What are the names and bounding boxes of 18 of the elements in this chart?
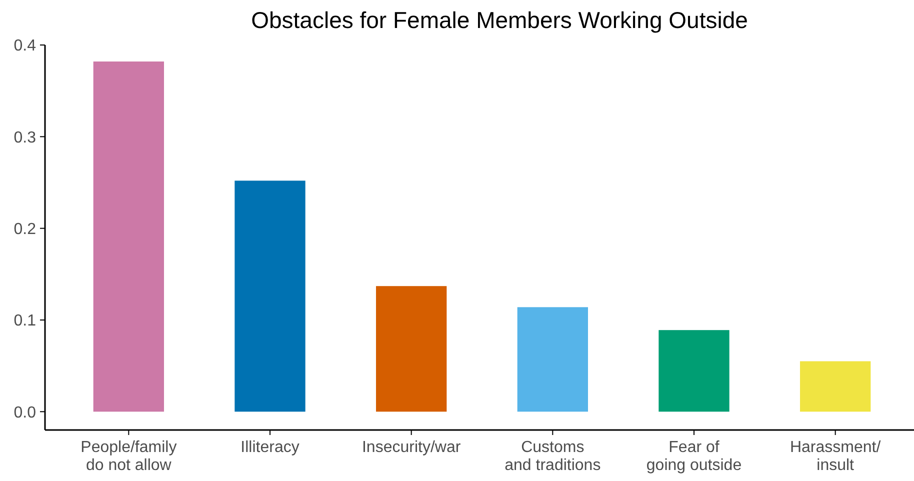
bar xyxy=(658,330,730,412)
x-tick-label: Illiteracy xyxy=(240,439,300,456)
y-tick-label: 0.1 xyxy=(14,312,36,330)
x-tick-label: Insecurity/war xyxy=(362,439,462,456)
x-tick-label: Customs and traditions xyxy=(504,439,601,474)
x-tick-label: Fear of going outside xyxy=(646,439,742,474)
bar xyxy=(234,180,306,412)
y-tick-label: 0.0 xyxy=(14,404,36,422)
chart-title: Obstacles for Female Members Working Outside xyxy=(251,7,748,33)
y-tick-label: 0.2 xyxy=(14,220,36,238)
bar xyxy=(93,62,164,412)
bar xyxy=(376,286,447,412)
y-tick-label: 0.4 xyxy=(14,38,36,55)
x-tick-label: People/family do not allow xyxy=(80,439,177,474)
bar xyxy=(517,307,588,412)
y-tick-label: 0.3 xyxy=(14,129,36,146)
bar xyxy=(800,361,871,412)
x-tick-label: Harassment/ insult xyxy=(790,439,882,474)
